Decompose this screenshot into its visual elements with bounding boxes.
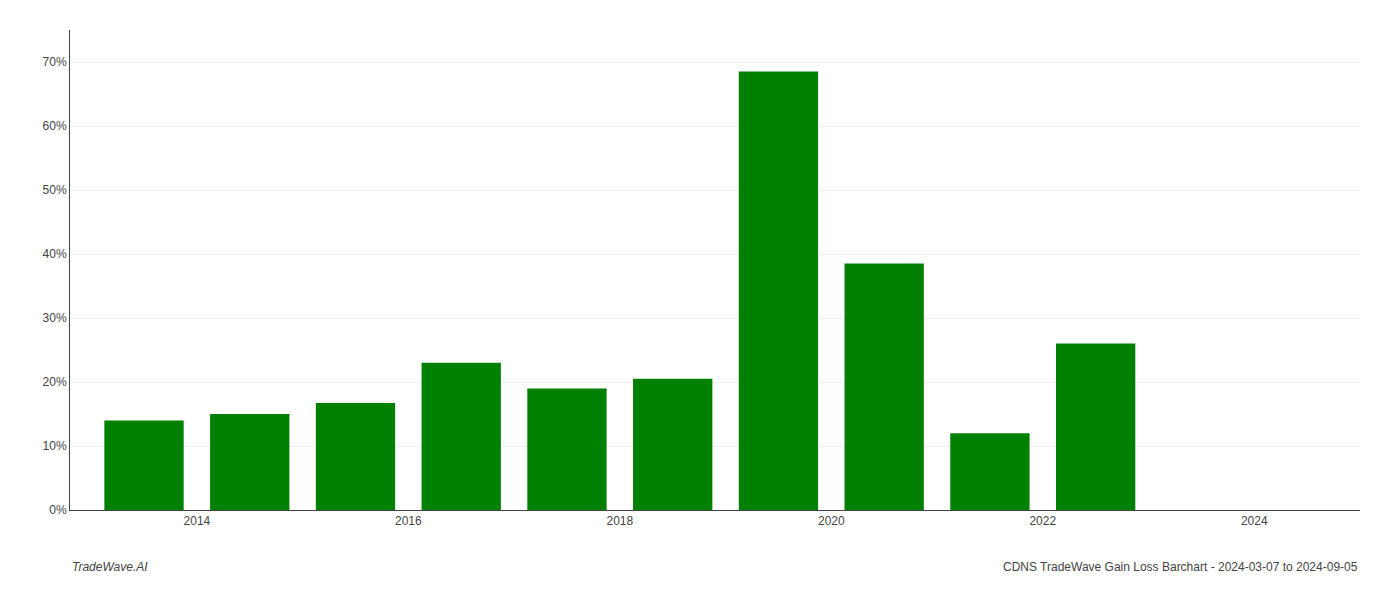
svg-text:20%: 20%: [43, 375, 67, 389]
svg-text:60%: 60%: [43, 119, 67, 133]
svg-text:2014: 2014: [184, 514, 211, 528]
svg-text:0%: 0%: [49, 503, 67, 517]
svg-text:2020: 2020: [818, 514, 845, 528]
svg-text:2018: 2018: [606, 514, 633, 528]
svg-text:TradeWave.AI: TradeWave.AI: [72, 560, 148, 574]
svg-text:2022: 2022: [1029, 514, 1056, 528]
svg-text:10%: 10%: [43, 439, 67, 453]
svg-text:CDNS TradeWave Gain Loss Barch: CDNS TradeWave Gain Loss Barchart - 2024…: [1003, 560, 1358, 574]
svg-text:30%: 30%: [43, 311, 67, 325]
svg-text:2016: 2016: [395, 514, 422, 528]
svg-text:40%: 40%: [43, 247, 67, 261]
svg-text:70%: 70%: [43, 55, 67, 69]
svg-text:2024: 2024: [1241, 514, 1268, 528]
svg-text:50%: 50%: [43, 183, 67, 197]
